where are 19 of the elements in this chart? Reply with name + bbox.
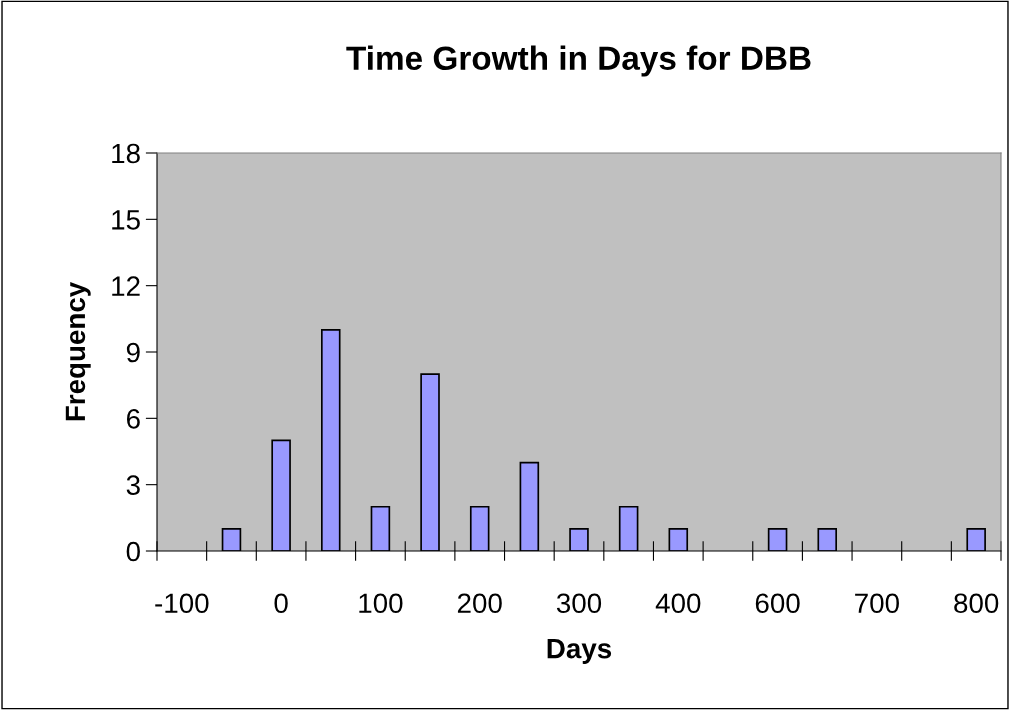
x-tick-label: 800 [954,593,999,614]
y-tick-label: 9 [126,342,140,363]
x-tick-label: 300 [556,593,602,614]
y-tick-label: 15 [112,210,140,230]
x-tick-label: -100 [155,593,209,614]
x-tick-label: 0 [274,593,288,614]
chart-title: Time Growth in Days for DBB [346,45,811,77]
y-tick-label: 3 [126,475,140,496]
y-axis-title: Frequency [65,281,91,421]
x-tick-label: 200 [457,593,502,614]
x-tick-label: 100 [359,593,403,614]
x-tick-label: 700 [855,593,899,614]
y-tick-label: 6 [126,409,140,429]
x-tick-label: 400 [655,593,701,614]
x-tick-label: 600 [755,593,800,614]
y-tick-label: 12 [112,276,140,296]
y-tick-label: 0 [126,541,140,562]
x-axis-title: Days [547,639,612,664]
y-tick-label: 18 [112,143,140,164]
